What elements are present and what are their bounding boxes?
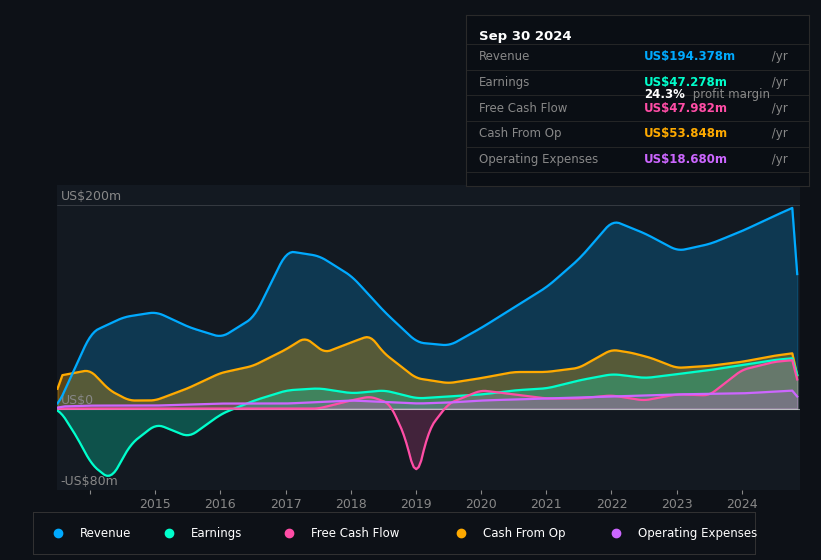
Text: /yr: /yr [768, 127, 787, 141]
Text: US$47.982m: US$47.982m [644, 102, 728, 115]
Text: Operating Expenses: Operating Expenses [479, 153, 599, 166]
Text: Revenue: Revenue [479, 50, 530, 63]
Text: Cash From Op: Cash From Op [483, 527, 566, 540]
Text: Revenue: Revenue [80, 527, 131, 540]
Text: US$53.848m: US$53.848m [644, 127, 728, 141]
Text: Earnings: Earnings [479, 76, 530, 89]
Text: US$0: US$0 [61, 394, 94, 407]
Text: /yr: /yr [768, 153, 787, 166]
Text: 24.3%: 24.3% [644, 88, 685, 101]
Text: /yr: /yr [768, 102, 787, 115]
Text: US$200m: US$200m [61, 190, 122, 203]
Text: /yr: /yr [768, 76, 787, 89]
Text: US$47.278m: US$47.278m [644, 76, 728, 89]
Text: Free Cash Flow: Free Cash Flow [311, 527, 399, 540]
Text: US$18.680m: US$18.680m [644, 153, 728, 166]
Text: profit margin: profit margin [689, 88, 769, 101]
Text: Cash From Op: Cash From Op [479, 127, 562, 141]
Text: Earnings: Earnings [191, 527, 242, 540]
Text: Free Cash Flow: Free Cash Flow [479, 102, 567, 115]
Text: US$194.378m: US$194.378m [644, 50, 736, 63]
Text: -US$80m: -US$80m [61, 475, 118, 488]
Text: Sep 30 2024: Sep 30 2024 [479, 30, 572, 44]
Text: /yr: /yr [768, 50, 787, 63]
Text: Operating Expenses: Operating Expenses [638, 527, 757, 540]
